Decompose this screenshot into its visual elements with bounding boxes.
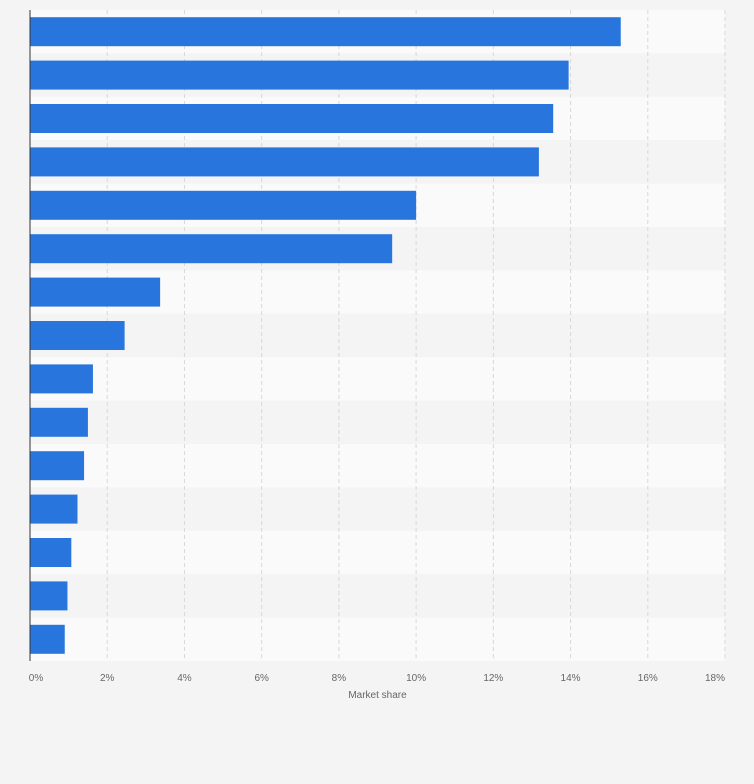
x-tick-label: 8% [332,673,347,684]
bar[interactable] [30,321,125,350]
row-band [30,487,725,531]
row-band [30,357,725,401]
bar[interactable] [30,234,393,264]
bar[interactable] [30,147,539,177]
row-band [30,574,725,618]
row-band [30,617,725,661]
x-tick-label: 18% [705,673,725,684]
bar[interactable] [30,407,88,437]
x-tick-label: 6% [254,673,269,684]
bar[interactable] [30,451,85,481]
x-tick-label: 16% [638,673,658,684]
bar[interactable] [30,277,161,307]
x-tick-label: 4% [177,673,192,684]
bar[interactable] [30,494,78,524]
x-tick-label: 10% [406,673,426,684]
x-tick-label: 0% [29,673,44,684]
row-band [30,530,725,575]
bar[interactable] [30,364,93,394]
bar[interactable] [30,60,569,90]
x-tick-label: 2% [100,673,115,684]
bar[interactable] [30,624,65,654]
x-tick-label: 12% [483,673,503,684]
row-band [30,444,725,488]
bars [30,17,621,654]
x-tick-label: 14% [561,673,581,684]
bar[interactable] [30,581,68,611]
row-band [30,313,725,358]
row-band [30,400,725,444]
x-axis-title: Market share [348,690,407,701]
bar[interactable] [30,190,417,220]
bar[interactable] [30,104,554,133]
bar[interactable] [30,17,621,47]
x-tick-labels: 0% 2% 4% 6% 8% 10% 12% 14% 16% 18% [29,673,725,684]
bar[interactable] [30,538,72,567]
